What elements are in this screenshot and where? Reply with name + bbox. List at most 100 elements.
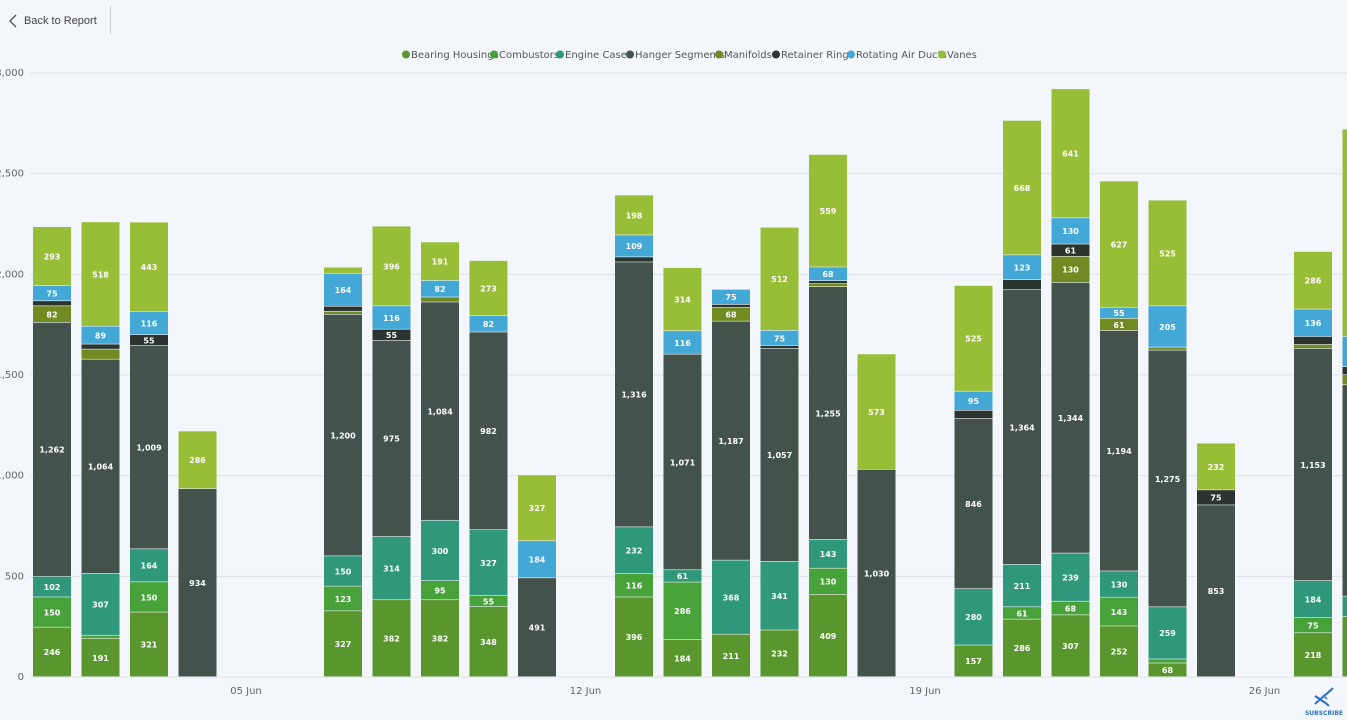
- bar-segment: [954, 285, 993, 391]
- y-tick-label: 2,500: [0, 169, 24, 180]
- data-label: 641: [1062, 150, 1079, 159]
- bar-segment: [954, 645, 993, 677]
- data-label: 321: [141, 641, 158, 650]
- bar-segment: [809, 154, 847, 267]
- bar-segment: [469, 530, 508, 596]
- bar-segment: [760, 227, 799, 331]
- data-label: 61: [1065, 246, 1077, 255]
- data-label: 116: [141, 319, 158, 328]
- legend-entry: Bearing Housings: [411, 50, 499, 61]
- data-label: 82: [434, 285, 445, 294]
- legend-entry: Engine Cases: [565, 50, 632, 61]
- bar-segment: [81, 573, 120, 635]
- bar-segment: [1148, 659, 1187, 663]
- data-label: 627: [1111, 240, 1128, 249]
- bar-segment: [1148, 306, 1187, 347]
- data-label: 518: [92, 270, 109, 279]
- back-to-report-button[interactable]: Back to Report: [8, 10, 97, 32]
- data-label: 286: [189, 456, 206, 465]
- bar-segment: [81, 349, 120, 359]
- x-tick-label: 26 Jun: [1249, 686, 1281, 697]
- bar-segment: [324, 306, 362, 311]
- bar-segment: [33, 301, 71, 306]
- legend-swatch: [715, 50, 723, 59]
- data-label: 327: [335, 640, 352, 649]
- data-label: 184: [529, 556, 546, 565]
- bar-segment: [809, 283, 847, 287]
- data-label: 1,200: [330, 431, 356, 440]
- legend-swatch: [490, 50, 498, 59]
- bar-segment: [324, 314, 362, 556]
- bar-segment: [421, 600, 459, 677]
- data-label: 184: [1305, 595, 1322, 604]
- subscribe-badge[interactable]: SUBSCRIBE: [1304, 684, 1344, 718]
- bar-segment: [33, 322, 71, 577]
- data-label: 348: [480, 638, 497, 647]
- legend-entry: Hanger Segments: [635, 50, 725, 61]
- bar-segment: [1148, 200, 1187, 306]
- bar-segment: [1294, 251, 1332, 309]
- bar-segment: [421, 297, 459, 302]
- data-label: 1,275: [1155, 475, 1181, 484]
- bar-segment: [130, 311, 168, 335]
- data-label: 164: [141, 562, 158, 571]
- bar-segment: [421, 280, 459, 297]
- chevron-left-icon: [9, 14, 17, 28]
- bar-segment: [663, 570, 702, 582]
- bar-segment: [1100, 330, 1138, 571]
- legend-swatch: [938, 50, 946, 59]
- data-label: 252: [1111, 648, 1128, 657]
- data-label: 143: [820, 550, 837, 559]
- x-tick-label: 12 Jun: [570, 686, 602, 697]
- data-label: 136: [1305, 319, 1322, 328]
- toolbar-divider: [110, 6, 111, 34]
- data-label: 314: [674, 296, 691, 305]
- bar-segment: [1342, 596, 1347, 616]
- subscribe-label: SUBSCRIBE: [1304, 710, 1343, 717]
- data-label: 218: [1305, 651, 1322, 660]
- bar-segment: [130, 222, 168, 311]
- data-label: 116: [674, 339, 691, 348]
- bar-segment: [33, 627, 71, 677]
- bar-segment: [469, 595, 508, 607]
- bar-segment: [1051, 256, 1090, 283]
- bar-segment: [33, 306, 71, 323]
- bar-segment: [1003, 120, 1041, 255]
- bar-segment: [809, 568, 847, 595]
- bar-segment: [809, 539, 847, 568]
- x-tick-label: 05 Jun: [230, 686, 262, 697]
- data-label: 68: [822, 270, 834, 279]
- bar-segment: [1148, 663, 1187, 677]
- legend[interactable]: Bearing Housings Combustors Engine Cases Ha…: [402, 50, 977, 61]
- bar-segment: [760, 561, 799, 630]
- data-label: 1,009: [136, 444, 162, 453]
- bar-segment: [663, 267, 702, 331]
- data-label: 1,084: [427, 407, 453, 416]
- bar-segment: [1342, 385, 1347, 596]
- data-label: 300: [432, 547, 449, 556]
- data-label: 975: [383, 435, 400, 444]
- bar-segment: [33, 227, 71, 286]
- bar-segment: [1342, 366, 1347, 375]
- bar-segment: [1197, 443, 1235, 490]
- bar-segment: [178, 488, 217, 677]
- data-label: 512: [771, 275, 788, 284]
- data-label: 525: [1159, 249, 1176, 258]
- bar-segment: [1294, 309, 1332, 337]
- bar-segment: [954, 391, 993, 411]
- data-label: 95: [434, 587, 446, 596]
- bar-segment: [81, 359, 120, 574]
- y-tick-label: 500: [5, 571, 24, 582]
- data-label: 273: [480, 284, 497, 293]
- bar-segment: [1294, 618, 1332, 633]
- data-label: 143: [1111, 608, 1128, 617]
- bar-segment: [1003, 619, 1041, 677]
- data-label: 259: [1159, 629, 1176, 638]
- bar-segment: [324, 273, 362, 306]
- x-tick-label: 19 Jun: [909, 686, 941, 697]
- data-label: 341: [771, 592, 788, 601]
- data-label: 82: [483, 320, 494, 329]
- y-tick-label: 1,000: [0, 471, 24, 482]
- bar-segment: [1148, 607, 1187, 659]
- bar-segment: [1148, 350, 1187, 607]
